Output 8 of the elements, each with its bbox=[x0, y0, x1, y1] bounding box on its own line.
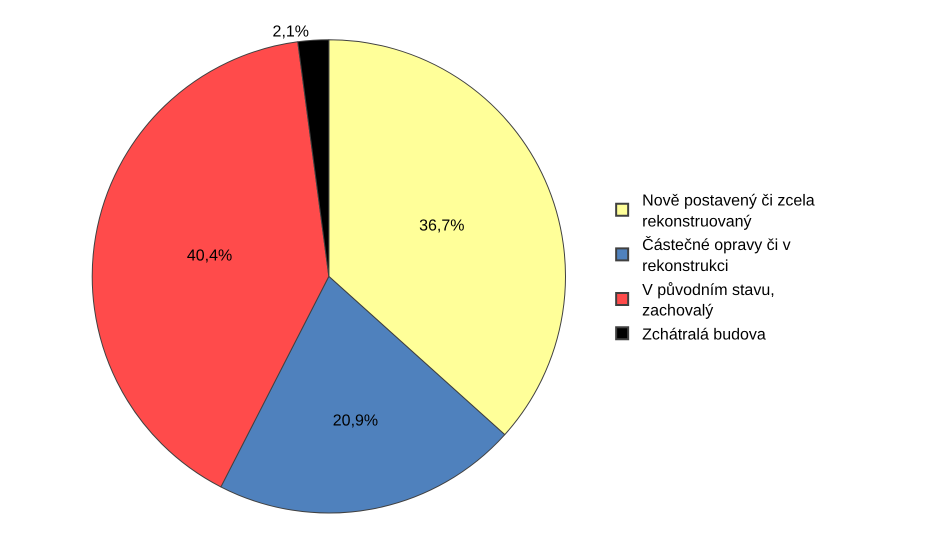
data-label: 20,9% bbox=[332, 412, 378, 430]
legend-label: V původním stavu, zachovalý bbox=[642, 282, 775, 320]
data-label: 36,7% bbox=[419, 218, 465, 235]
data-label: 2,1% bbox=[272, 23, 310, 40]
legend-label: Zchátralá budova bbox=[642, 326, 766, 344]
legend-label: Částečné opravy či v rekonstrukci bbox=[642, 236, 791, 276]
data-label: 40,4% bbox=[186, 247, 232, 264]
legend-label: Nově postavený či zcela rekonstruovaný bbox=[642, 192, 815, 230]
